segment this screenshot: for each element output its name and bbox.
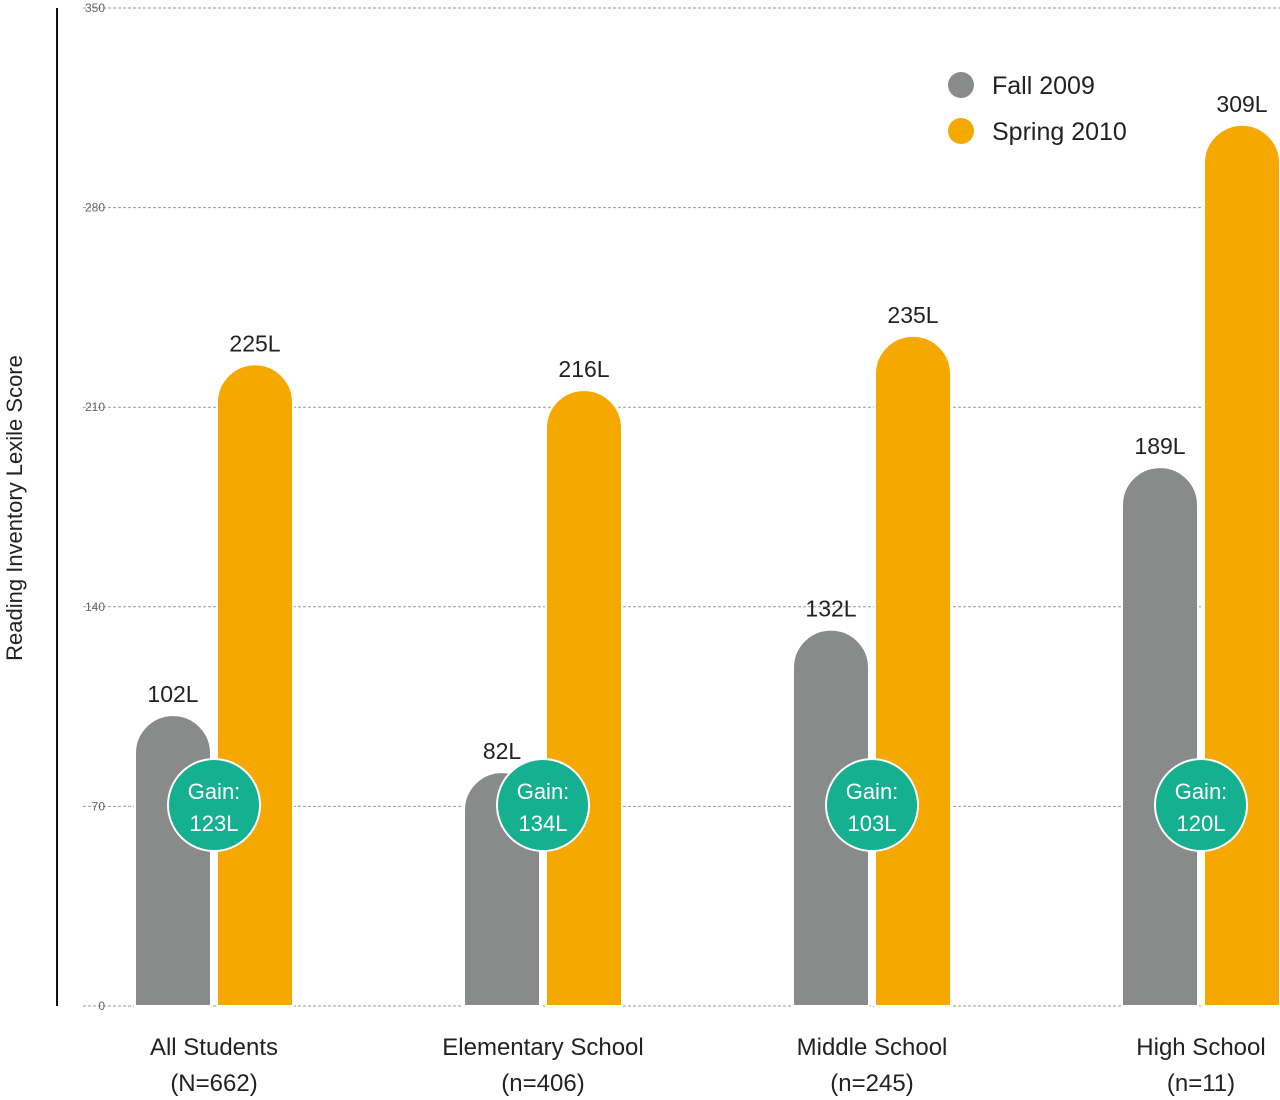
y-tick-label: 210 (85, 400, 105, 414)
gain-value: 134L (519, 811, 568, 836)
data-label: 216L (558, 356, 609, 382)
legend-swatch (948, 118, 974, 144)
legend-label: Spring 2010 (992, 118, 1127, 146)
gain-value: 120L (1177, 811, 1226, 836)
category-sublabel: (n=11) (1167, 1070, 1235, 1097)
gain-badge: Gain: 103L (825, 758, 919, 852)
bar-spring-2010 (1203, 123, 1280, 1007)
gain-circle (167, 758, 261, 852)
category-sublabel: (n=245) (830, 1070, 913, 1097)
category-sublabel: (N=662) (170, 1070, 257, 1097)
y-tick-label: 140 (85, 600, 105, 614)
bar-spring-2010 (874, 334, 952, 1007)
category-label: Middle School (797, 1034, 948, 1061)
legend-swatch (948, 72, 974, 98)
category-labels: All Students (N=662) Elementary School (n=4… (150, 1034, 1266, 1097)
gain-badge: Gain: 123L (167, 758, 261, 852)
y-axis-label: Reading Inventory Lexile Score (2, 355, 27, 661)
bar-spring-2010 (216, 363, 294, 1007)
gain-prefix: Gain: (846, 779, 899, 804)
category-sublabel: (n=406) (501, 1070, 584, 1097)
y-tick-label: 350 (85, 1, 105, 15)
y-tick-label: 280 (85, 201, 105, 215)
gain-badge: Gain: 120L (1154, 758, 1248, 852)
gain-value: 123L (190, 811, 239, 836)
y-axis-ticks: 0 70 140 210 280 350 (85, 1, 105, 1013)
gain-circle (825, 758, 919, 852)
gain-badges: Gain: 123L Gain: 134L Gain: 103L Gain: 120L (167, 758, 1248, 852)
legend-label: Fall 2009 (992, 72, 1095, 100)
data-labels: 102L 225L 82L 216L 132L 235L 189L 309L (147, 91, 1267, 764)
bar-fall-2009 (134, 714, 212, 1007)
legend-item: Spring 2010 (948, 118, 1127, 146)
data-label: 82L (483, 738, 522, 764)
bars (134, 123, 1280, 1007)
gain-prefix: Gain: (517, 779, 570, 804)
legend: Fall 2009 Spring 2010 (948, 72, 1127, 146)
category-label: All Students (150, 1034, 278, 1061)
bar-spring-2010 (545, 389, 623, 1007)
gain-circle (496, 758, 590, 852)
data-label: 102L (147, 681, 198, 707)
data-label: 132L (805, 596, 856, 622)
gridlines (83, 7, 1280, 1007)
y-tick-label: 70 (92, 799, 106, 813)
gain-value: 103L (848, 811, 897, 836)
data-label: 235L (887, 302, 938, 328)
gain-circle (1154, 758, 1248, 852)
gain-prefix: Gain: (1175, 779, 1228, 804)
data-label: 309L (1216, 91, 1267, 117)
gain-badge: Gain: 134L (496, 758, 590, 852)
bar-fall-2009 (1121, 466, 1199, 1007)
y-tick-label: 0 (98, 999, 105, 1013)
gain-prefix: Gain: (188, 779, 241, 804)
category-label: High School (1136, 1034, 1265, 1061)
legend-item: Fall 2009 (948, 72, 1095, 100)
data-label: 225L (229, 330, 280, 356)
data-label: 189L (1134, 433, 1185, 459)
category-label: Elementary School (442, 1034, 643, 1061)
